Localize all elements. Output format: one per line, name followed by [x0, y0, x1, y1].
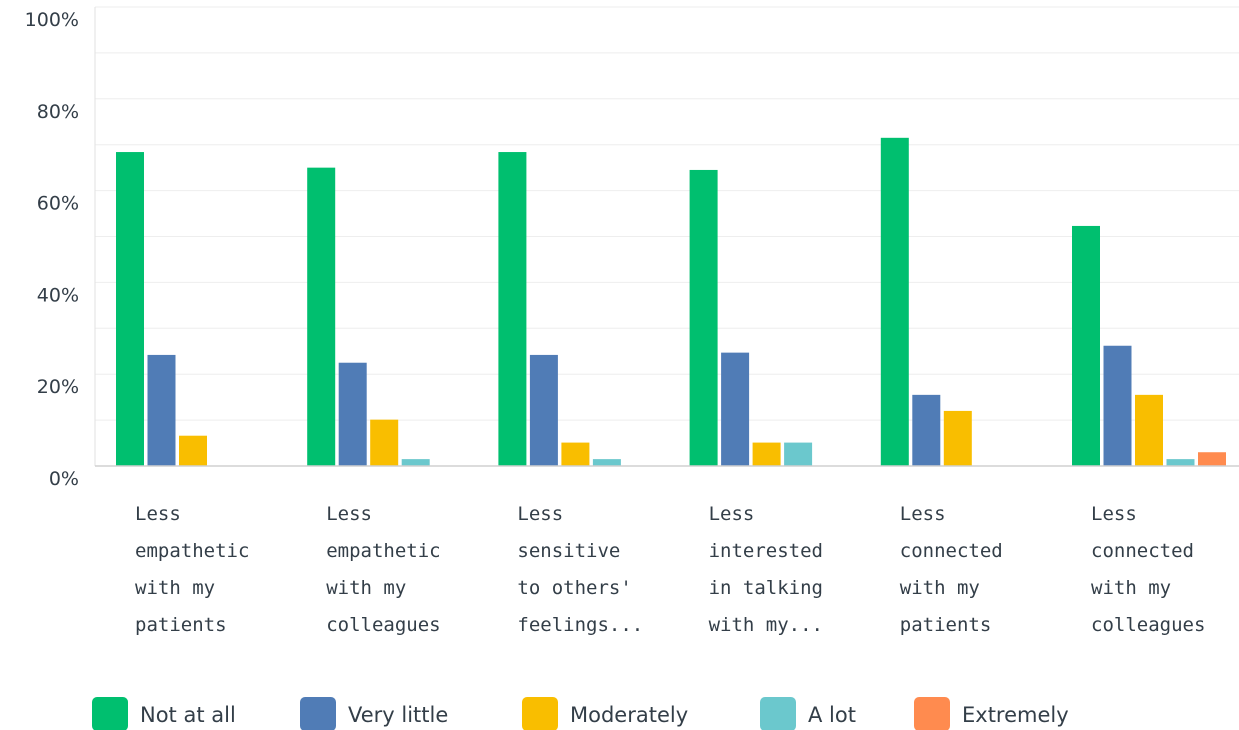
- bar-group: [880, 137, 972, 466]
- legend-item: Extremely: [914, 697, 1069, 730]
- bar: [880, 137, 909, 466]
- bar: [1166, 459, 1195, 466]
- bar: [529, 354, 558, 466]
- bar: [116, 152, 144, 466]
- legend: Not at all Very little Moderately A lot Extr…: [92, 697, 1069, 730]
- bar: [912, 394, 941, 466]
- grid-lines: [95, 6, 1239, 421]
- legend-item: Not at all: [92, 697, 236, 730]
- category-label: Less empathetic with my patients: [135, 503, 249, 636]
- legend-label: Not at all: [140, 703, 236, 727]
- category-label: Less interested in talking with my...: [709, 503, 823, 636]
- bar: [1198, 452, 1226, 466]
- y-tick-label: 40%: [37, 284, 79, 306]
- bar: [752, 442, 781, 466]
- y-tick-label: 80%: [37, 101, 79, 123]
- legend-swatch: [92, 697, 128, 730]
- bar: [1103, 345, 1132, 466]
- bars: [116, 137, 1226, 466]
- category-label: Less empathetic with my colleagues: [326, 503, 440, 636]
- y-axis-tick-labels: 0% 20% 40% 60% 80% 100%: [25, 9, 79, 490]
- bar: [561, 442, 590, 466]
- bar: [1135, 394, 1163, 466]
- bar: [784, 442, 813, 466]
- legend-swatch: [300, 697, 336, 730]
- bar: [721, 352, 750, 466]
- bar: [689, 169, 718, 466]
- bar: [307, 167, 336, 466]
- legend-label: Extremely: [962, 703, 1069, 727]
- bar: [401, 459, 430, 466]
- bar: [498, 152, 527, 466]
- category-label: Less sensitive to others' feelings...: [517, 503, 643, 636]
- y-tick-label: 0%: [49, 468, 79, 490]
- legend-swatch: [914, 697, 950, 730]
- bar-group: [498, 152, 621, 466]
- bar: [370, 419, 399, 466]
- bar: [338, 362, 367, 466]
- legend-label: Moderately: [570, 703, 688, 727]
- category-label: Less connected with my colleagues: [1091, 503, 1205, 636]
- category-labels: Less empathetic with my patients Less empathe…: [135, 503, 1205, 636]
- legend-item: Moderately: [522, 697, 688, 730]
- bar: [179, 435, 207, 466]
- legend-label: A lot: [808, 703, 856, 727]
- bar: [147, 354, 176, 466]
- bar-group: [307, 167, 430, 466]
- legend-item: Very little: [300, 697, 448, 730]
- bar: [592, 459, 621, 466]
- bar-group: [116, 152, 207, 466]
- y-tick-label: 100%: [25, 9, 79, 31]
- y-tick-label: 20%: [37, 376, 79, 398]
- legend-item: A lot: [760, 697, 856, 730]
- bar: [943, 410, 972, 466]
- legend-label: Very little: [348, 703, 448, 727]
- bar: [1072, 225, 1100, 466]
- y-tick-label: 60%: [37, 193, 79, 215]
- bar-group: [689, 169, 813, 466]
- bar-group: [1072, 225, 1226, 466]
- category-label: Less connected with my patients: [900, 503, 1003, 636]
- legend-swatch: [522, 697, 558, 730]
- legend-swatch: [760, 697, 796, 730]
